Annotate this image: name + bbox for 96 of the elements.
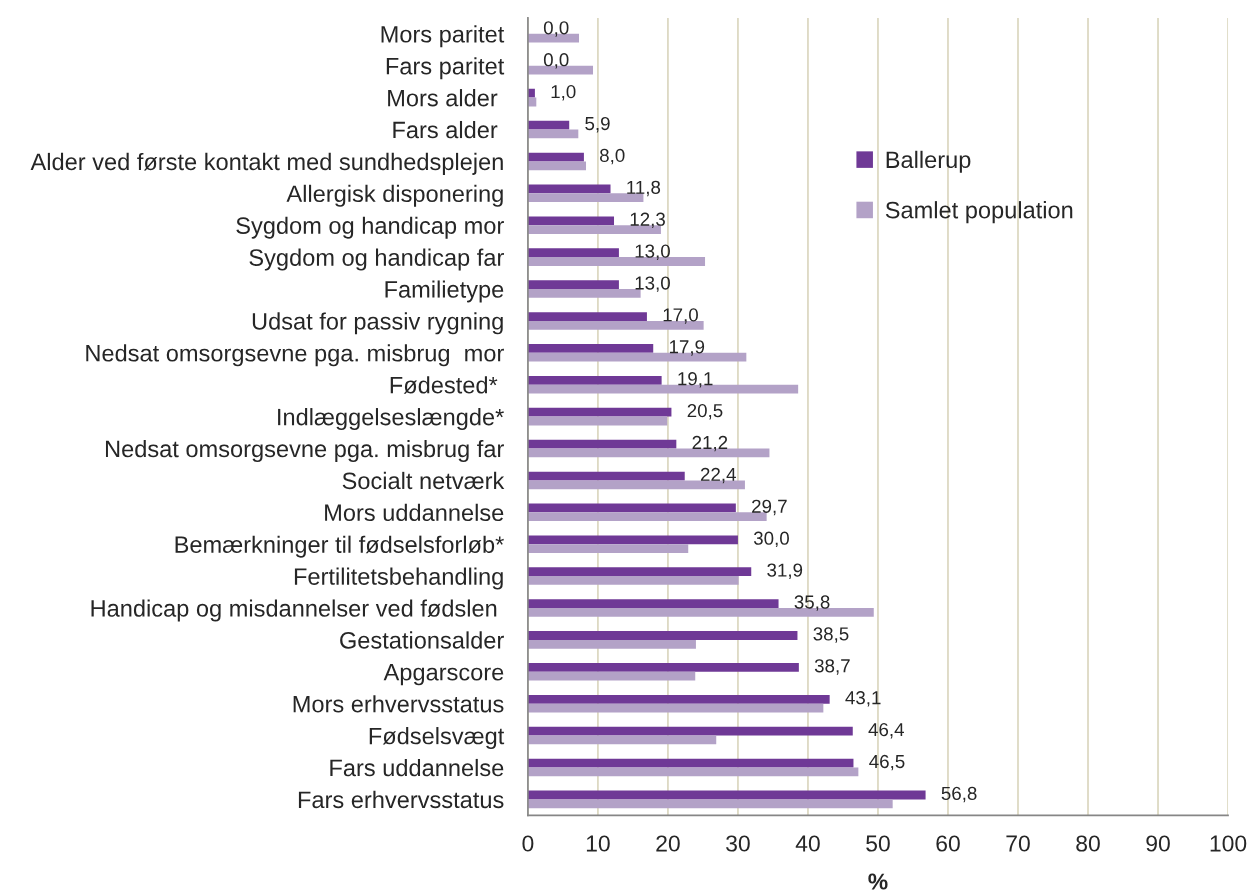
y-tick-label: Mors erhvervsstatus (293, 695, 504, 713)
data-label: 20,5 (687, 403, 723, 420)
y-tick-label: Socialt netværk (342, 471, 505, 490)
data-label: 56,8 (941, 786, 977, 803)
y-tick-label: Mors alder (388, 89, 498, 107)
bar (527, 407, 672, 417)
y-tick-label: Bemærkninger til fødselsforløb* (175, 535, 504, 558)
bar (527, 735, 717, 745)
data-label: 46,4 (868, 722, 904, 739)
data-label: 13,0 (635, 244, 670, 260)
data-label: 46,5 (869, 754, 905, 771)
bar (527, 790, 926, 800)
y-tick-label: Fødselsvægt (369, 727, 505, 750)
y-tick-label: Sygdom og handicap mor (236, 216, 504, 239)
bar (527, 152, 584, 162)
y-tick-label: Mors paritet (381, 25, 505, 48)
data-label: 38,5 (813, 627, 849, 643)
x-tick-label: 100 (1210, 835, 1247, 852)
y-tick-label: Fødested* (390, 376, 498, 394)
bar (527, 375, 662, 385)
data-label: 1,0 (551, 84, 576, 101)
bar (527, 535, 738, 545)
data-label: 22,4 (700, 467, 736, 484)
data-label: 43,1 (845, 691, 881, 707)
x-tick-label: 90 (1146, 835, 1170, 852)
y-tick-label: Mors uddannelse (325, 503, 504, 522)
y-tick-label: Familietype (385, 280, 504, 303)
x-tick-label: 0 (522, 835, 534, 852)
y-tick-label: Alder ved første kontakt med sundhedsplejen (30, 152, 503, 175)
y-tick-label: Handicap og misdannelser ved fødslen (91, 599, 497, 622)
legend-label: Ballerup (886, 150, 971, 173)
x-tick-label: 20 (656, 835, 680, 852)
bar (527, 599, 779, 608)
x-tick-label: 40 (795, 835, 820, 852)
y-tick-label: Fars paritet (386, 57, 505, 80)
bar (527, 799, 893, 809)
y-tick-label: Fertilitetsbehandling (294, 567, 503, 590)
data-label: 5,9 (585, 116, 610, 133)
data-label: 35,8 (794, 595, 830, 611)
data-label: 13,0 (635, 276, 670, 292)
y-tick-label: Fars alder (393, 120, 498, 139)
data-label: 19,1 (678, 372, 713, 388)
bar (527, 216, 615, 226)
bar (527, 503, 736, 513)
bar (527, 439, 677, 449)
bar (527, 576, 739, 585)
bar (527, 726, 853, 736)
y-tick-label: Sygdom og handicap far (249, 248, 504, 271)
data-label: 11,8 (627, 180, 661, 197)
x-tick-label: 30 (726, 835, 750, 852)
bar (527, 344, 654, 353)
data-label: 38,7 (814, 659, 850, 675)
data-label: 30,0 (753, 531, 789, 548)
bar (527, 280, 619, 290)
bar (527, 767, 859, 777)
y-tick-label: Nedsat omsorgsevne pga. misbrug mor (86, 344, 504, 367)
bar (527, 694, 830, 704)
bar (527, 471, 685, 481)
data-label: 8,0 (600, 148, 625, 165)
bar (527, 703, 824, 713)
data-label: 0,0 (543, 53, 569, 69)
legend-label: Samlet population (885, 201, 1073, 224)
y-tick-label: Apgarscore (383, 664, 504, 686)
x-tick-label: 60 (936, 835, 960, 852)
data-label: 17,9 (669, 340, 705, 356)
bar (527, 184, 611, 194)
bar (527, 312, 647, 321)
y-tick-label: Fars erhvervsstatus (298, 790, 504, 809)
bar (527, 248, 619, 258)
x-tick-label: 70 (1006, 835, 1030, 852)
y-tick-label: Allergisk disponering (286, 184, 503, 207)
data-label: 0,0 (543, 21, 569, 37)
data-label: 12,3 (630, 212, 665, 229)
data-label: 31,9 (767, 563, 803, 579)
y-tick-label: Udsat for passiv rygning (252, 312, 503, 335)
bar (527, 416, 668, 426)
bar (527, 631, 798, 640)
y-tick-label: Gestationsalder (340, 631, 504, 649)
data-label: 21,2 (692, 435, 728, 452)
y-tick-label: Nedsat omsorgsevne pga. misbrug far (105, 439, 504, 462)
bar (527, 567, 752, 577)
bar (527, 758, 854, 768)
data-label: 17,0 (663, 308, 698, 324)
bar (527, 544, 689, 553)
x-tick-label: 50 (866, 835, 890, 852)
x-axis-title: % (868, 873, 888, 890)
bar (527, 663, 799, 672)
bar (527, 120, 570, 130)
x-tick-label: 80 (1076, 835, 1100, 852)
y-tick-label: Indlæggelseslængde* (278, 408, 504, 431)
bar (527, 161, 587, 171)
data-label: 29,7 (752, 499, 787, 516)
y-tick-label: Fars uddannelse (330, 758, 504, 777)
bar (527, 671, 696, 681)
bar (527, 639, 696, 649)
x-tick-label: 10 (586, 835, 610, 852)
